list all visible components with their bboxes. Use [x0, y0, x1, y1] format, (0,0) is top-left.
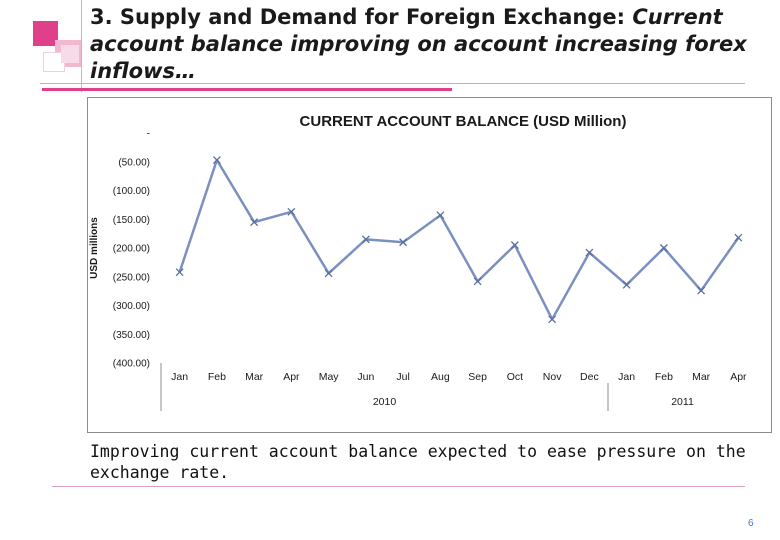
chart-title: CURRENT ACCOUNT BALANCE (USD Million) [300, 113, 627, 130]
data-point [250, 218, 259, 227]
x-tick-label: Feb [208, 371, 226, 383]
data-point [361, 235, 370, 244]
x-tick-label: Jun [357, 371, 374, 383]
decor-square-pink [33, 21, 58, 46]
chart-frame: CURRENT ACCOUNT BALANCE (USD Million) USD… [87, 97, 772, 433]
data-point [399, 238, 408, 247]
x-tick-label: Jan [171, 371, 188, 383]
slide-caption: Improving current account balance expect… [90, 442, 746, 482]
data-point [659, 244, 668, 252]
y-tick-label: (400.00) [113, 359, 150, 370]
y-tick-label: (300.00) [113, 301, 150, 312]
slide-title-italic: Current account balance improving on acc… [90, 5, 747, 83]
x-tick-label: Aug [431, 371, 450, 383]
x-group-label: 2010 [373, 396, 397, 408]
data-point [175, 268, 184, 277]
slide-title-main: 3. Supply and Demand for Foreign Exchang… [90, 5, 633, 29]
y-tick-label: (150.00) [113, 215, 150, 226]
x-tick-label: May [319, 371, 340, 383]
data-point [436, 211, 445, 220]
y-tick-label: (200.00) [113, 244, 150, 255]
x-tick-label: Feb [655, 371, 673, 383]
current-account-chart: CURRENT ACCOUNT BALANCE (USD Million) USD… [89, 113, 747, 411]
x-tick-label: Oct [507, 371, 523, 383]
y-tick-label: - [147, 129, 150, 140]
y-tick-label: (250.00) [113, 272, 150, 283]
x-tick-label: Apr [730, 371, 747, 383]
data-point [697, 286, 706, 295]
data-point [622, 280, 631, 289]
decor-square-pale [61, 45, 79, 63]
x-tick-label: Nov [543, 371, 562, 383]
y-axis-label: USD millions [89, 217, 100, 279]
title-rule [40, 83, 745, 84]
data-point [510, 241, 519, 250]
slide-title: 3. Supply and Demand for Foreign Exchang… [90, 4, 770, 85]
decor-vertical-line [81, 0, 82, 92]
data-point [473, 277, 482, 286]
caption-rule [52, 486, 745, 487]
page-number: 6 [748, 518, 754, 529]
x-tick-label: Dec [580, 371, 599, 383]
x-tick-label: Mar [692, 371, 711, 383]
y-tick-label: (100.00) [113, 186, 150, 197]
data-point [287, 207, 296, 216]
x-tick-label: Apr [283, 371, 300, 383]
x-tick-label: Mar [245, 371, 264, 383]
y-tick-label: (350.00) [113, 330, 150, 341]
data-point [212, 156, 221, 164]
data-point [734, 233, 743, 242]
y-tick-label: (50.00) [118, 157, 150, 168]
x-tick-label: Jan [618, 371, 635, 383]
data-point [548, 315, 557, 324]
data-point [324, 269, 333, 278]
x-tick-label: Sep [468, 371, 487, 383]
data-point [585, 248, 594, 257]
title-underline-accent [42, 88, 452, 91]
x-tick-label: Jul [396, 371, 409, 383]
x-group-label: 2011 [671, 396, 694, 408]
series-line [178, 158, 740, 321]
